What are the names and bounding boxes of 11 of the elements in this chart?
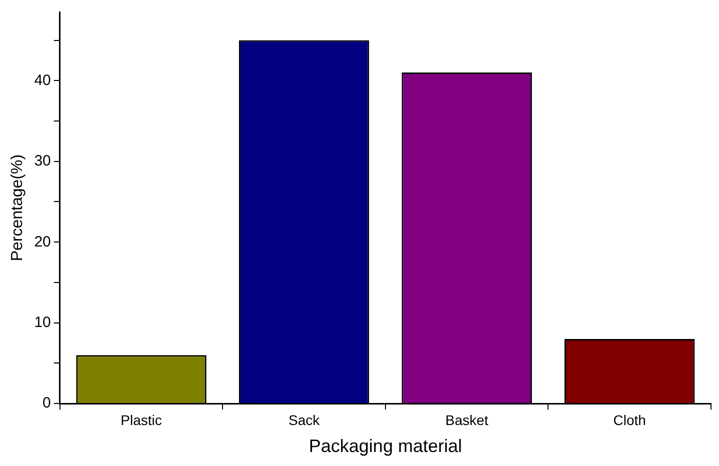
y-tick-label: 0 (42, 394, 51, 412)
x-tick-label: Cloth (613, 412, 646, 428)
y-tick-label: 30 (34, 152, 51, 170)
x-tick-label: Basket (445, 412, 488, 428)
x-tick-label: Sack (288, 412, 321, 428)
y-tick-label: 20 (34, 233, 51, 250)
y-axis-title: Percentage(%) (9, 154, 26, 262)
y-tick-label: 40 (34, 72, 51, 89)
x-tick-label: Plastic (120, 412, 162, 428)
x-axis-title: Packaging material (308, 436, 462, 456)
y-tick-label: 10 (34, 314, 51, 331)
